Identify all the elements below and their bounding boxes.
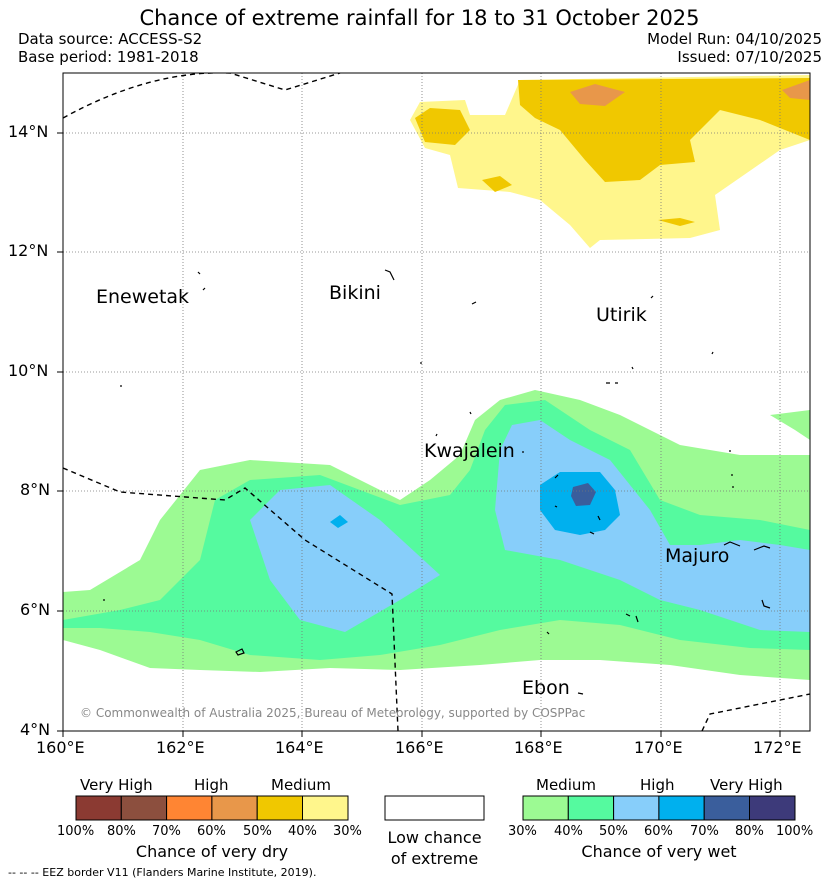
legend-low-swatch [384, 795, 485, 821]
map-title: Chance of extreme rainfall for 18 to 31 … [139, 6, 700, 30]
legend-wet-bar [522, 795, 796, 821]
place-label-enewetak: Enewetak [96, 286, 190, 308]
legend-dry-swatch [75, 795, 122, 821]
axis-ticks [57, 132, 781, 737]
dry-high-region-east [782, 80, 810, 100]
legend-dry-group: Very High [80, 776, 153, 794]
legend-wet-tick: 30% [508, 824, 537, 839]
data-source-label: Data source: ACCESS-S2 [18, 30, 203, 48]
wet-medium-high-region [63, 400, 810, 660]
issued-label: Issued: 07/10/2025 [677, 48, 822, 66]
lat-label: 6°N [20, 600, 51, 619]
legend-dry-swatch [166, 795, 213, 821]
island-outlines [103, 269, 771, 695]
legend-wet-tick: 70% [690, 824, 719, 839]
legend-dry-swatch [211, 795, 258, 821]
legend-wet-swatch [567, 795, 615, 821]
legend-wet-swatch [658, 795, 705, 821]
legend-wet-swatch [703, 795, 751, 821]
wet-extreme-region [571, 483, 596, 506]
lon-label: 164°E [275, 738, 324, 757]
legend-wet-swatch [749, 795, 796, 821]
legend-dry-bar [75, 795, 349, 821]
legend-dry-group: Medium [271, 776, 331, 794]
eez-footnote: -- -- -- EEZ border V11 (Flanders Marine… [8, 866, 317, 879]
lon-label: 170°E [634, 738, 683, 757]
dry-high-region [570, 84, 625, 106]
legend-low-caption-line2: of extreme [390, 849, 479, 868]
legend-dry-tick: 60% [197, 824, 226, 839]
dry-medium-high-spot [482, 176, 512, 192]
legend-wet-tick: 40% [554, 824, 583, 839]
legend-wet-group: High [640, 776, 675, 794]
wet-medium-region-east [770, 410, 810, 440]
dry-medium-high-spot-east [658, 218, 695, 226]
legend-dry-tick: 50% [243, 824, 272, 839]
map-area [63, 73, 810, 731]
legend-wet-swatch [522, 795, 569, 821]
place-label-bikini: Bikini [329, 282, 381, 304]
place-label-utirik: Utirik [596, 304, 647, 326]
legend-dry-swatch [302, 795, 349, 821]
copyright-note: © Commonwealth of Australia 2025, Bureau… [80, 706, 586, 720]
model-run-label: Model Run: 04/10/2025 [647, 30, 822, 48]
place-label-ebon: Ebon [522, 677, 570, 699]
legend-wet-tick: 60% [644, 824, 673, 839]
legend-dry-tick: 80% [107, 824, 136, 839]
legend-low-caption-line1: Low chance [387, 828, 482, 847]
legend-wet-tick: 100% [776, 824, 814, 839]
legend-dry-swatch [120, 795, 168, 821]
legend-dry-group: High [194, 776, 229, 794]
legend-dry-tick: 40% [288, 824, 317, 839]
lat-label: 4°N [20, 720, 51, 739]
legend-wet-caption: Chance of very wet [581, 842, 737, 861]
legend-wet-group: Medium [536, 776, 596, 794]
place-label-kwajalein: Kwajalein [424, 440, 515, 462]
map-frame [62, 72, 811, 732]
dry-medium-high-region [415, 108, 470, 145]
legend-dry-tick: 30% [333, 824, 362, 839]
legend-dry-tick: 100% [57, 824, 95, 839]
legend-wet-swatch [613, 795, 660, 821]
wet-very-high-spot [330, 515, 348, 528]
lon-label: 166°E [395, 738, 444, 757]
lat-label: 14°N [8, 122, 49, 141]
lat-label: 12°N [8, 241, 49, 260]
lon-label: 168°E [514, 738, 563, 757]
lon-label: 172°E [753, 738, 802, 757]
lon-label: 160°E [36, 738, 85, 757]
place-label-majuro: Majuro [665, 545, 730, 567]
legend-wet-tick: 50% [599, 824, 628, 839]
lon-label: 162°E [156, 738, 205, 757]
legend-dry-swatch [256, 795, 304, 821]
base-period-label: Base period: 1981-2018 [18, 48, 199, 66]
lat-label: 10°N [8, 361, 49, 380]
legend-dry-caption: Chance of very dry [135, 842, 289, 861]
eez-borders [63, 73, 810, 731]
legend-wet-tick: 80% [735, 824, 764, 839]
lat-label: 8°N [20, 480, 51, 499]
legend-dry-tick: 70% [152, 824, 181, 839]
legend-wet-group: Very High [710, 776, 783, 794]
